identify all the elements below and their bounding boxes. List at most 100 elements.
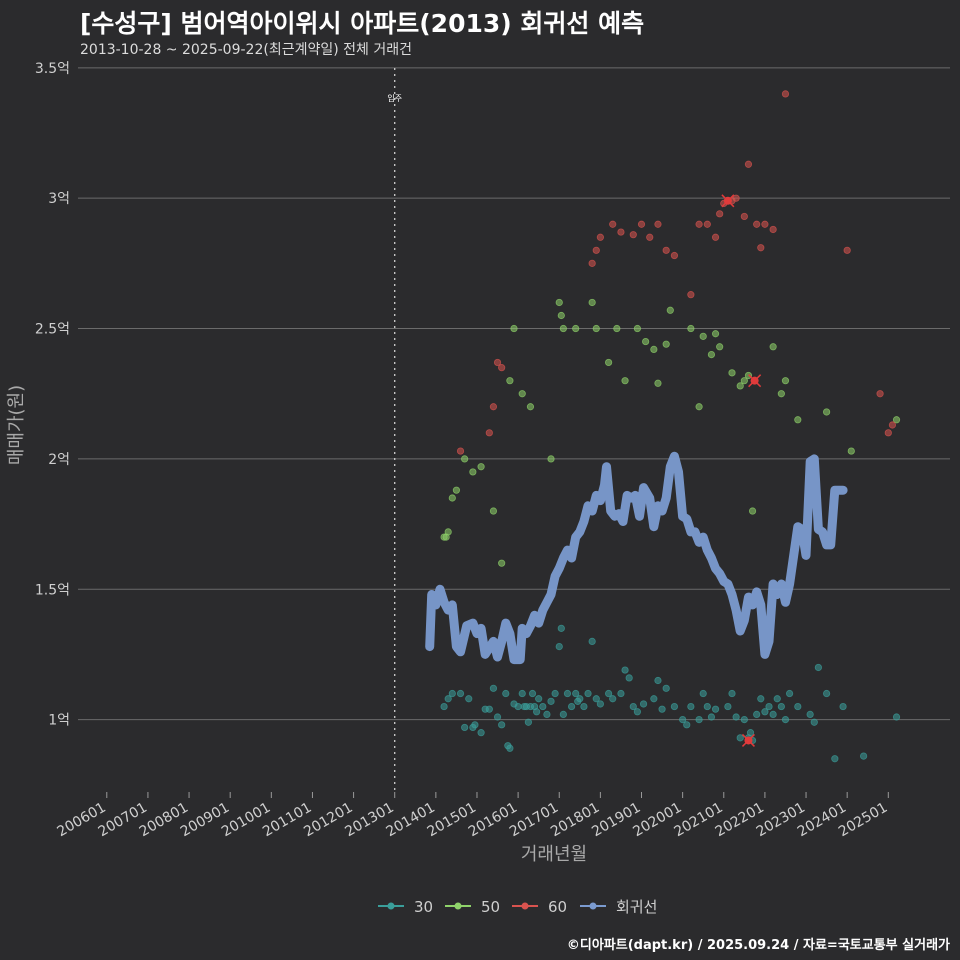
point-60	[456, 447, 465, 455]
point-60	[617, 228, 625, 236]
point-50	[506, 377, 514, 385]
chart-subtitle: 2013-10-28 ~ 2025-09-22(최근계약일) 전체 거래건	[80, 42, 412, 58]
point-30	[533, 708, 541, 716]
point-30	[679, 716, 687, 724]
point-50	[781, 377, 790, 385]
point-30	[563, 689, 572, 698]
point-30	[629, 702, 637, 711]
point-30	[860, 752, 868, 760]
point-60	[637, 220, 646, 228]
point-50	[769, 343, 777, 351]
point-50	[588, 298, 596, 307]
point-60	[498, 364, 506, 372]
point-30	[456, 689, 465, 698]
point-60	[843, 246, 851, 254]
y-tick-label: 3억	[48, 191, 70, 207]
point-30	[524, 718, 532, 726]
point-30	[769, 710, 777, 718]
point-30	[662, 684, 670, 692]
point-60	[687, 291, 695, 299]
y-tick-label: 2.5억	[35, 322, 70, 338]
point-30	[781, 716, 790, 724]
y-tick-label: 1.5억	[35, 582, 70, 598]
point-30	[518, 689, 526, 698]
point-30	[440, 702, 448, 711]
point-50	[847, 447, 855, 455]
point-30	[444, 695, 452, 703]
point-30	[777, 702, 785, 711]
point-30	[707, 713, 716, 721]
point-30	[785, 689, 794, 698]
point-30	[557, 624, 565, 632]
point-60	[732, 194, 740, 202]
grid-layer	[78, 67, 950, 721]
point-50	[498, 559, 506, 567]
highlight-layer	[721, 194, 762, 747]
point-60	[884, 429, 892, 437]
point-30	[839, 702, 847, 711]
legend-label: 60	[548, 898, 567, 916]
point-50	[452, 486, 461, 494]
point-50	[592, 324, 600, 333]
point-30	[892, 713, 901, 721]
point-30	[736, 734, 744, 742]
point-30	[584, 689, 592, 698]
point-50	[794, 416, 802, 424]
point-30	[539, 702, 547, 711]
point-50	[555, 298, 563, 307]
point-60	[781, 90, 790, 98]
point-30	[477, 729, 485, 737]
point-30	[711, 705, 720, 713]
point-30	[650, 695, 658, 703]
point-50	[728, 369, 736, 377]
legend-label: 회귀선	[616, 898, 657, 916]
point-30	[625, 674, 633, 682]
legend-label: 30	[414, 898, 433, 916]
point-60	[753, 220, 761, 228]
point-30	[703, 702, 711, 711]
point-50	[777, 390, 785, 398]
point-60	[761, 220, 769, 228]
point-50	[547, 455, 555, 463]
point-60	[670, 251, 679, 260]
point-30	[732, 713, 740, 721]
point-60	[662, 246, 670, 254]
point-60	[654, 220, 662, 228]
highlight-cross	[741, 733, 755, 747]
point-50	[716, 343, 724, 351]
point-60	[489, 403, 498, 411]
point-50	[633, 324, 641, 333]
y-tick-label: 1억	[48, 713, 70, 729]
point-30	[543, 710, 551, 718]
point-60	[769, 225, 777, 234]
point-60	[716, 210, 724, 218]
point-30	[547, 697, 555, 705]
point-60	[703, 220, 711, 228]
y-tick-label: 2억	[48, 452, 70, 468]
point-30	[728, 689, 736, 698]
point-60	[592, 246, 600, 254]
point-30	[592, 695, 600, 703]
point-30	[448, 689, 456, 698]
point-50	[642, 337, 650, 346]
point-30	[814, 663, 822, 672]
point-30	[753, 710, 761, 718]
point-30	[461, 723, 469, 732]
point-50	[740, 377, 748, 385]
point-30	[810, 718, 818, 726]
point-60	[744, 160, 753, 168]
point-50	[699, 332, 707, 340]
point-50	[621, 377, 629, 385]
point-30	[609, 695, 617, 703]
point-30	[481, 705, 489, 713]
point-30	[514, 702, 522, 711]
point-50	[510, 324, 518, 333]
source-caption: ©디아파트(dapt.kr) / 2025.09.24 / 자료=국토교통부 실…	[566, 938, 950, 953]
point-50	[518, 390, 526, 398]
point-60	[711, 233, 720, 241]
point-50	[461, 455, 469, 463]
point-30	[670, 702, 679, 711]
point-30	[794, 702, 802, 711]
legend-label: 50	[481, 898, 500, 916]
point-30	[740, 716, 748, 724]
